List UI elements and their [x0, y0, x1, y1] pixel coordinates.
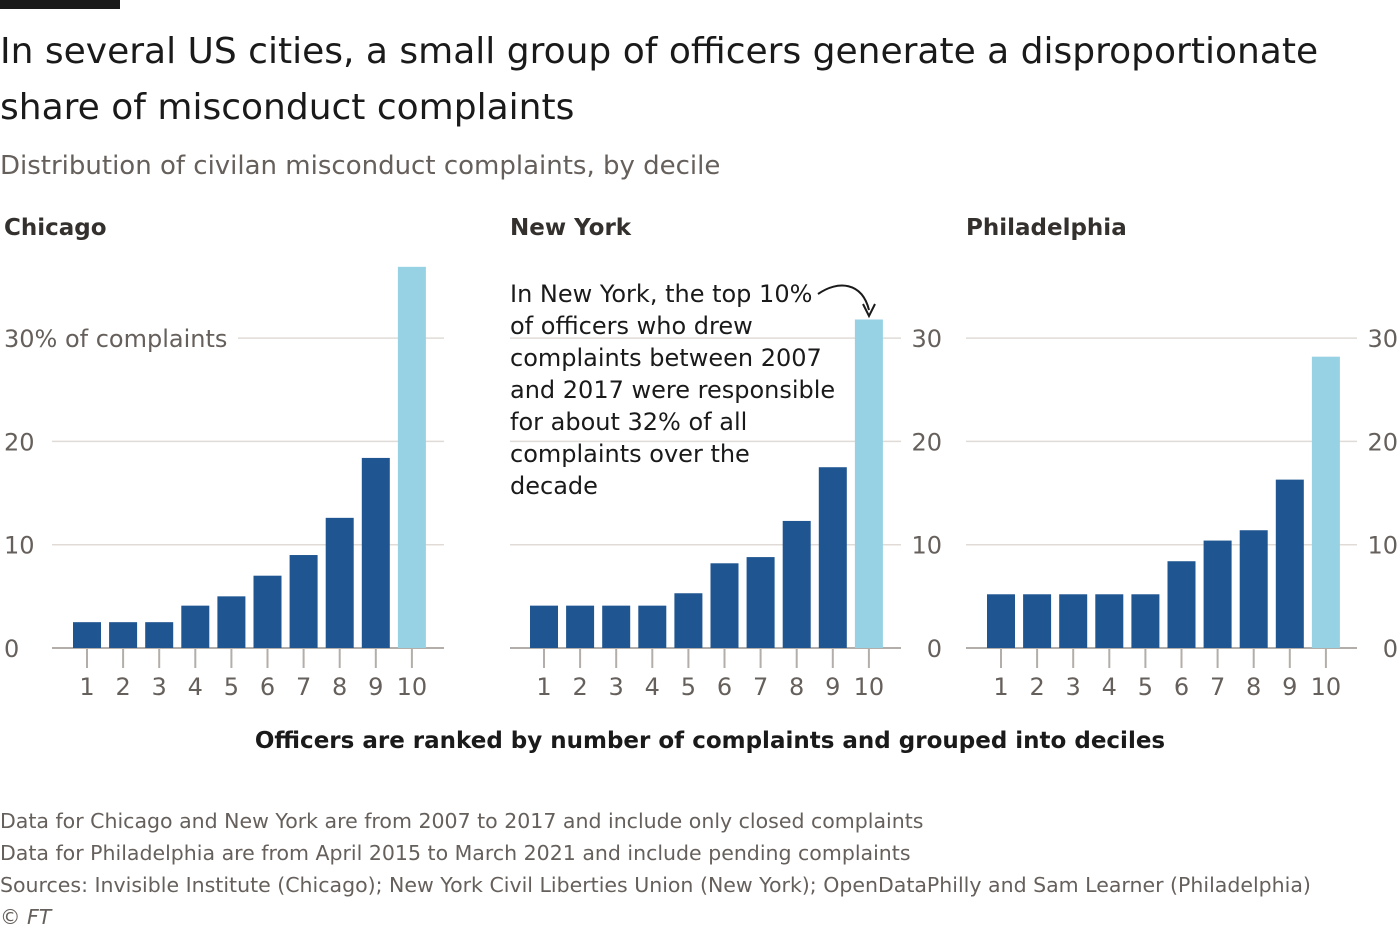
x-tick-label-new-york-2: 2 — [572, 673, 587, 701]
x-tick-label-philadelphia-4: 4 — [1102, 673, 1117, 701]
bar-chicago-decile-4 — [181, 605, 210, 648]
y-tick-label-new-york-0: 0 — [927, 635, 942, 663]
x-tick-label-philadelphia-5: 5 — [1138, 673, 1153, 701]
bar-new-york-decile-5 — [674, 593, 703, 648]
x-tick-label-philadelphia-2: 2 — [1029, 673, 1044, 701]
x-tick-label-chicago-2: 2 — [115, 673, 130, 701]
annotation-new-york: In New York, the top 10% of officers who… — [510, 280, 836, 500]
sources: Sources: Invisible Institute (Chicago); … — [0, 873, 1311, 897]
y-tick-label-new-york-20: 20 — [911, 428, 942, 456]
x-tick-label-philadelphia-10: 10 — [1311, 673, 1342, 701]
y-tick-label-new-york-30: 30 — [911, 325, 942, 353]
x-tick-label-chicago-5: 5 — [224, 673, 239, 701]
y-tick-label-philadelphia-0: 0 — [1383, 635, 1398, 663]
x-tick-label-chicago-10: 10 — [397, 673, 428, 701]
y-tick-label-philadelphia-20: 20 — [1367, 428, 1398, 456]
panel-title-chicago: Chicago — [4, 215, 107, 241]
chart-panel-new-york: 0 10 20 30 1 2 3 4 5 6 7 8 9 10 — [510, 319, 942, 701]
x-tick-label-philadelphia-1: 1 — [993, 673, 1008, 701]
x-tick-label-new-york-8: 8 — [789, 673, 804, 701]
x-tick-label-chicago-9: 9 — [368, 673, 383, 701]
y-tick-label-chicago-30: 30% of complaints — [4, 325, 227, 353]
bar-new-york-decile-8 — [782, 520, 811, 648]
footnote-chicago-new-york: Data for Chicago and New York are from 2… — [0, 809, 924, 833]
y-tick-label-chicago-0: 0 — [4, 635, 19, 663]
x-tick-label-chicago-7: 7 — [296, 673, 311, 701]
bar-new-york-decile-4 — [638, 605, 667, 648]
bar-new-york-decile-7 — [746, 557, 775, 648]
x-tick-label-new-york-10: 10 — [854, 673, 885, 701]
x-tick-label-chicago-1: 1 — [79, 673, 94, 701]
bar-chicago-decile-1 — [73, 622, 101, 648]
bar-chicago-decile-9 — [361, 457, 390, 648]
panel-title-philadelphia: Philadelphia — [966, 215, 1127, 241]
annotation-arrow — [817, 284, 876, 319]
bar-chicago-decile-2 — [109, 622, 138, 648]
bar-philadelphia-decile-4 — [1095, 594, 1124, 648]
bar-philadelphia-decile-3 — [1059, 594, 1088, 648]
chart-title: In several US cities, a small group of o… — [0, 31, 1319, 128]
bar-chicago-decile-10 — [397, 266, 426, 648]
bar-new-york-decile-2 — [566, 605, 595, 648]
bar-philadelphia-decile-8 — [1239, 530, 1268, 648]
bar-chicago-decile-8 — [325, 517, 354, 648]
bar-philadelphia-decile-2 — [1023, 594, 1052, 648]
bar-philadelphia-decile-7 — [1203, 540, 1232, 648]
x-tick-label-philadelphia-6: 6 — [1174, 673, 1189, 701]
panel-title-new-york: New York — [510, 215, 632, 241]
chart-panel-philadelphia: 0 10 20 30 1 2 3 4 5 6 7 8 9 10 — [966, 325, 1398, 701]
bar-new-york-decile-6 — [710, 563, 739, 648]
bar-philadelphia-decile-10 — [1311, 356, 1340, 648]
bar-new-york-decile-3 — [602, 605, 631, 648]
top-rule — [0, 0, 120, 9]
bar-philadelphia-decile-5 — [1131, 594, 1160, 648]
x-tick-label-philadelphia-8: 8 — [1246, 673, 1261, 701]
bar-philadelphia-decile-1 — [987, 594, 1015, 648]
x-tick-label-chicago-6: 6 — [260, 673, 275, 701]
x-tick-label-chicago-3: 3 — [152, 673, 167, 701]
x-tick-label-new-york-3: 3 — [609, 673, 624, 701]
x-tick-label-new-york-9: 9 — [825, 673, 840, 701]
chart-panel-chicago: 0 10 20 30% of complaints 1 2 3 4 5 6 7 8 9 10 — [4, 266, 444, 701]
bar-new-york-decile-9 — [818, 467, 847, 648]
x-tick-label-new-york-1: 1 — [536, 673, 551, 701]
bar-philadelphia-decile-9 — [1275, 479, 1304, 648]
x-tick-label-new-york-7: 7 — [753, 673, 768, 701]
y-tick-label-chicago-10: 10 — [4, 532, 35, 560]
y-tick-label-chicago-20: 20 — [4, 428, 35, 456]
y-tick-label-philadelphia-10: 10 — [1367, 532, 1398, 560]
bar-new-york-decile-1 — [530, 605, 558, 648]
x-tick-label-philadelphia-3: 3 — [1066, 673, 1081, 701]
x-tick-label-new-york-4: 4 — [645, 673, 660, 701]
y-tick-label-philadelphia-30: 30 — [1367, 325, 1398, 353]
bar-chicago-decile-5 — [217, 596, 246, 648]
footnotes: Data for Chicago and New York are from 2… — [0, 805, 1400, 933]
bar-new-york-decile-10 — [854, 319, 883, 648]
footnote-philadelphia: Data for Philadelphia are from April 201… — [0, 841, 911, 865]
x-tick-label-chicago-8: 8 — [332, 673, 347, 701]
bar-chicago-decile-6 — [253, 575, 282, 648]
x-axis-title: Officers are ranked by number of complai… — [254, 728, 1166, 754]
x-tick-label-philadelphia-9: 9 — [1282, 673, 1297, 701]
x-tick-label-new-york-6: 6 — [717, 673, 732, 701]
y-tick-label-new-york-10: 10 — [911, 532, 942, 560]
chart-subtitle: Distribution of civilan misconduct compl… — [0, 151, 721, 181]
x-tick-label-new-york-5: 5 — [681, 673, 696, 701]
x-tick-label-philadelphia-7: 7 — [1210, 673, 1225, 701]
bar-chicago-decile-3 — [145, 622, 174, 648]
bar-chicago-decile-7 — [289, 555, 318, 648]
copyright: © FT — [0, 905, 52, 929]
x-tick-label-chicago-4: 4 — [188, 673, 203, 701]
bar-philadelphia-decile-6 — [1167, 561, 1196, 648]
